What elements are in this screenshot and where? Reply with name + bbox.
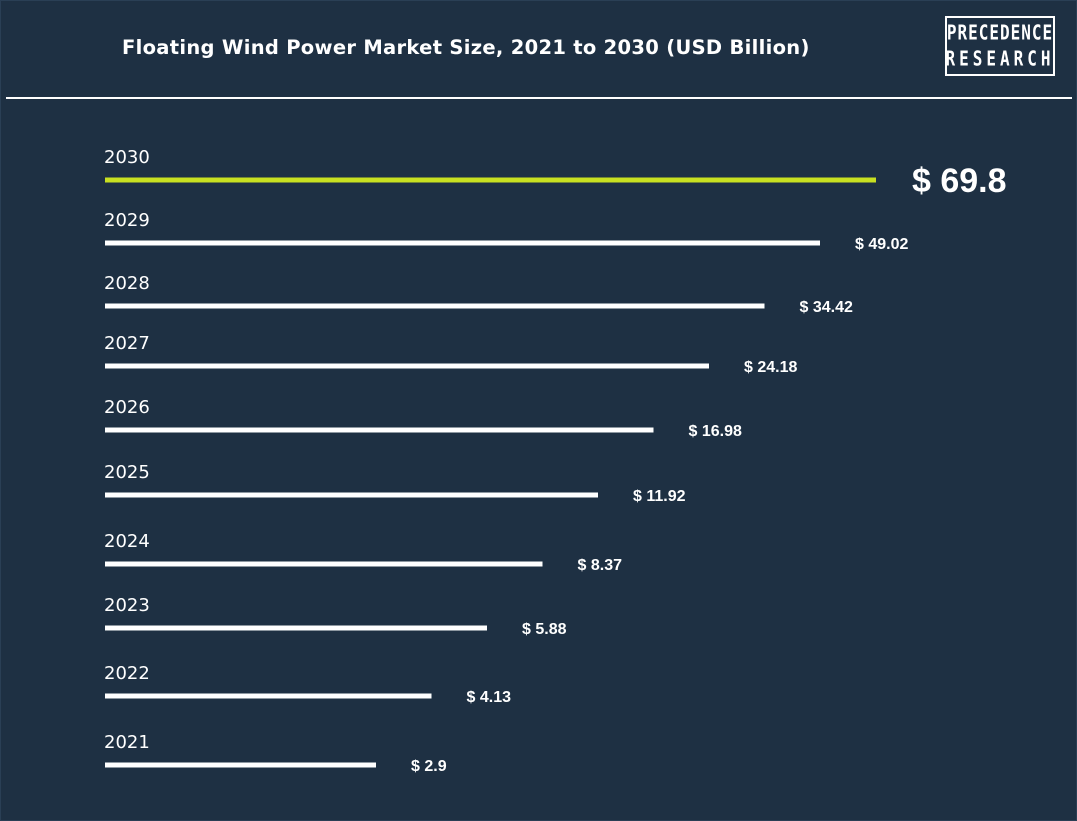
value-label-2024: $ 8.37: [578, 557, 623, 574]
precedence-research-logo: PRECEDENCE RESEARCH: [945, 16, 1055, 76]
logo-line-2: RESEARCH: [945, 46, 1055, 71]
year-label-2025: 2025: [104, 462, 150, 483]
year-label-2028: 2028: [104, 273, 150, 294]
year-label-2027: 2027: [104, 333, 150, 354]
year-label-2026: 2026: [104, 397, 150, 418]
bar-2026: [105, 427, 654, 433]
bar-2025: [105, 492, 598, 498]
bar-2021: [105, 762, 376, 768]
value-label-2022: $ 4.13: [467, 689, 512, 706]
bar-2029: [105, 240, 820, 246]
value-label-2027: $ 24.18: [744, 359, 797, 376]
value-label-2021: $ 2.9: [411, 758, 447, 775]
bar-2024: [105, 561, 543, 567]
bar-2027: [105, 363, 709, 369]
year-label-2030: 2030: [104, 147, 150, 168]
year-label-2021: 2021: [104, 732, 150, 753]
year-label-2024: 2024: [104, 531, 150, 552]
value-label-2029: $ 49.02: [855, 236, 908, 253]
year-label-2022: 2022: [104, 663, 150, 684]
value-label-2023: $ 5.88: [522, 621, 567, 638]
value-label-2025: $ 11.92: [633, 488, 686, 505]
value-label-2028: $ 34.42: [800, 299, 853, 316]
year-label-2023: 2023: [104, 595, 150, 616]
bar-2028: [105, 303, 765, 309]
logo-line-1: PRECEDENCE: [946, 20, 1054, 45]
bar-2023: [105, 625, 487, 631]
value-label-2030: $ 69.8: [912, 162, 1007, 200]
chart-title: Floating Wind Power Market Size, 2021 to…: [122, 36, 810, 59]
year-label-2029: 2029: [104, 210, 150, 231]
value-label-2026: $ 16.98: [689, 423, 742, 440]
bar-2022: [105, 693, 432, 699]
title-divider: [6, 97, 1072, 99]
bar-2030: [105, 177, 876, 183]
